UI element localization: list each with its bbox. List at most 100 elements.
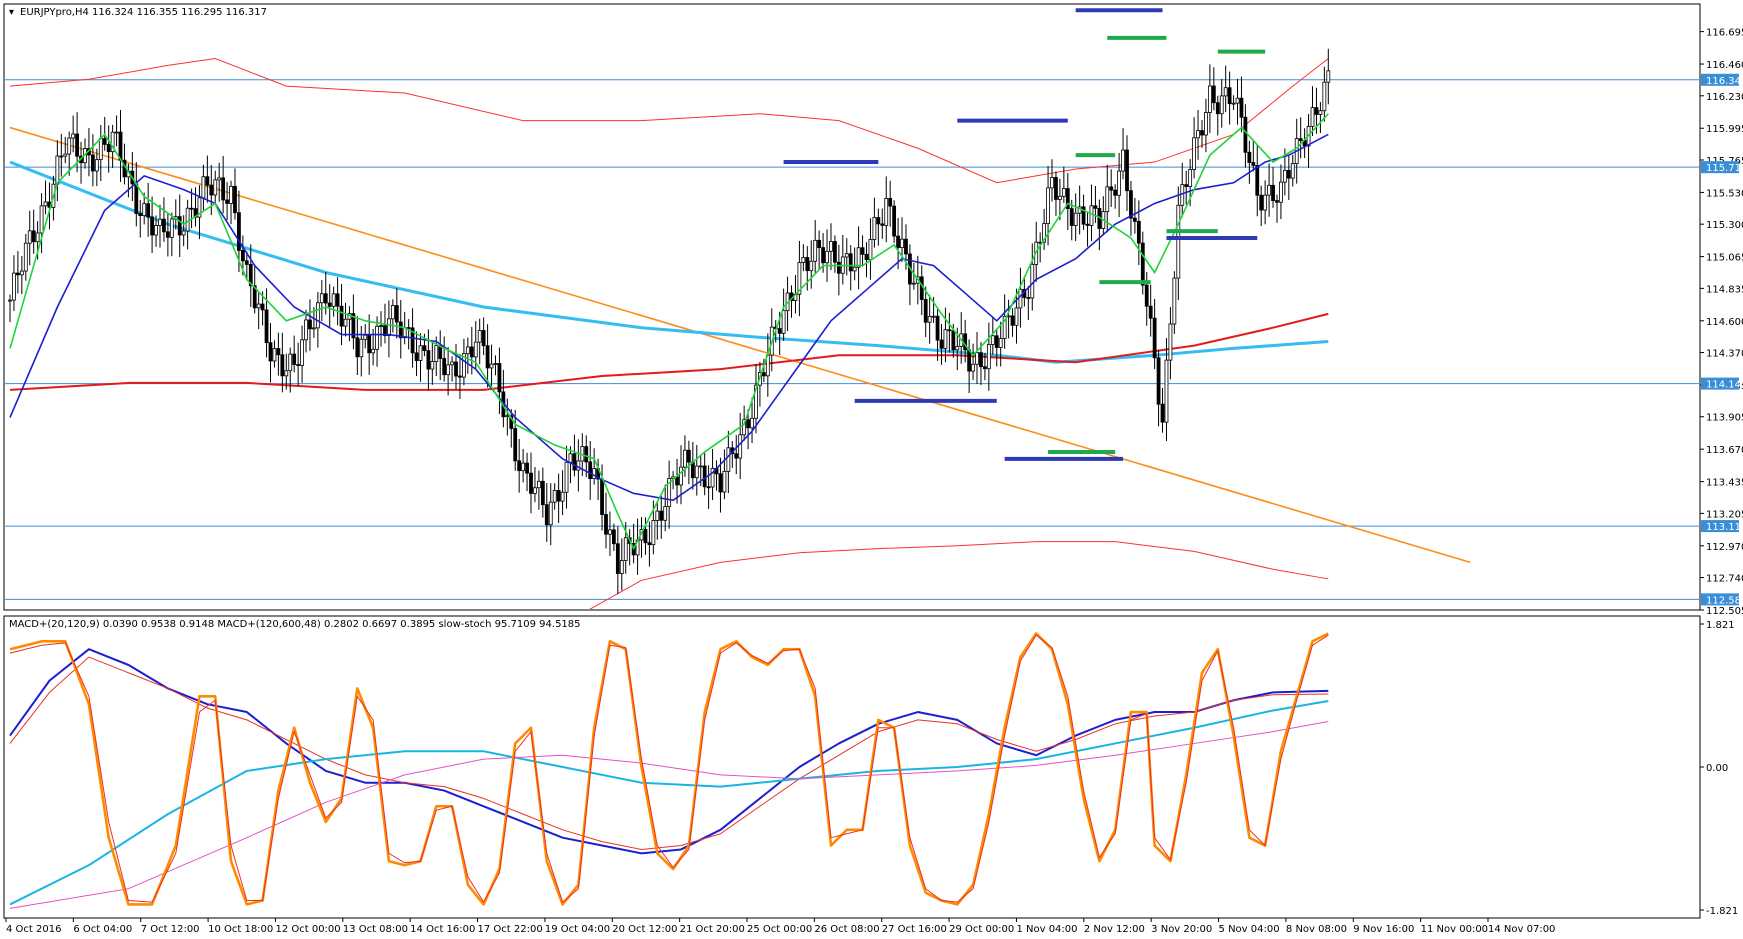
candle [1235, 78, 1240, 125]
candle [880, 208, 885, 239]
candle-body [335, 293, 340, 307]
candle-body [919, 276, 924, 300]
candle [31, 209, 36, 254]
candle-body [292, 353, 297, 365]
candle-body [414, 352, 419, 361]
candle [458, 354, 462, 399]
candle [1121, 128, 1125, 180]
time-tick-label: 17 Oct 22:00 [478, 924, 543, 935]
candle-body [1271, 184, 1275, 201]
candle [1215, 95, 1220, 136]
candle-body [264, 309, 269, 344]
indicator-plot [9, 632, 1329, 909]
candle [39, 193, 44, 253]
candle [525, 452, 529, 492]
candle [556, 473, 561, 523]
candle-body [465, 346, 470, 355]
candle [430, 341, 435, 385]
candle-body [754, 384, 758, 419]
candle-body [1046, 187, 1050, 224]
candle-body [1160, 403, 1165, 423]
candle [710, 449, 715, 501]
time-tick-label: 14 Nov 07:00 [1488, 924, 1555, 935]
candle-body [872, 217, 877, 240]
candle-body [1172, 277, 1177, 325]
candle-body [592, 468, 597, 479]
candle [825, 229, 829, 282]
candle-body [351, 313, 356, 339]
candle [564, 445, 569, 509]
candle [726, 430, 731, 494]
candle [288, 347, 293, 393]
candle [177, 194, 182, 258]
candle-body [833, 241, 837, 263]
candle [442, 336, 447, 382]
time-tick-label: 27 Oct 16:00 [882, 924, 947, 935]
candle [1176, 186, 1181, 301]
candle-body [205, 176, 210, 186]
candle-body [185, 207, 190, 232]
candle [248, 244, 253, 307]
dropdown-arrow-icon[interactable]: ▾ [9, 7, 14, 18]
candle [1251, 141, 1256, 172]
candle [1204, 98, 1208, 153]
candle [473, 321, 478, 370]
candle [655, 502, 660, 540]
candle [513, 409, 518, 471]
candle [900, 217, 904, 263]
candle-body [821, 247, 825, 264]
candle [142, 192, 147, 225]
candle [146, 182, 151, 237]
candle-body [667, 478, 672, 507]
candle [975, 331, 979, 384]
candle-body [809, 260, 814, 272]
candle [1073, 193, 1078, 242]
price-tick-label: 115.065 [1706, 253, 1743, 264]
time-tick-label: 20 Oct 12:00 [612, 924, 677, 935]
candle-body [296, 364, 301, 366]
candle-body [994, 335, 999, 348]
candle-body [525, 462, 529, 474]
price-tag [1701, 73, 1739, 86]
candle-body [493, 363, 498, 365]
candle [592, 448, 597, 485]
indicator-line [9, 656, 1329, 850]
candle-body [1018, 288, 1023, 309]
candle-body [564, 461, 569, 493]
candle [280, 332, 285, 393]
candle-body [623, 537, 628, 561]
candle-body [458, 375, 462, 378]
price-tick-label: 114.835 [1706, 284, 1743, 295]
candle-body [181, 230, 186, 236]
candle [8, 294, 12, 323]
time-tick-label: 10 Oct 18:00 [208, 924, 273, 935]
candle-body [1144, 284, 1149, 307]
candle [1050, 159, 1054, 202]
candle [185, 199, 190, 250]
candle-body [690, 461, 695, 479]
candle [272, 340, 277, 368]
candle-body [312, 327, 316, 330]
candle [1263, 180, 1268, 225]
candle [1211, 67, 1216, 111]
candle [1125, 135, 1129, 211]
candle-body [1089, 205, 1094, 226]
candle [213, 170, 218, 204]
envelope-upper-line [9, 58, 1329, 184]
candle-body [734, 453, 739, 459]
candle-body [106, 143, 111, 153]
candle [1310, 86, 1315, 137]
candle-body [939, 339, 944, 349]
candle [1156, 349, 1161, 427]
candle-body [1251, 162, 1256, 166]
candle-body [544, 504, 549, 526]
main-chart-title: EURJPYpro,H4 116.324 116.355 116.295 116… [20, 7, 267, 18]
price-tag [1701, 593, 1739, 606]
price-tick-label: 112.740 [1706, 574, 1743, 585]
candle-body [1286, 169, 1291, 179]
candle-body [588, 461, 593, 479]
candle-body [1136, 220, 1141, 244]
candle-body [485, 345, 490, 369]
candle-body [201, 176, 206, 199]
